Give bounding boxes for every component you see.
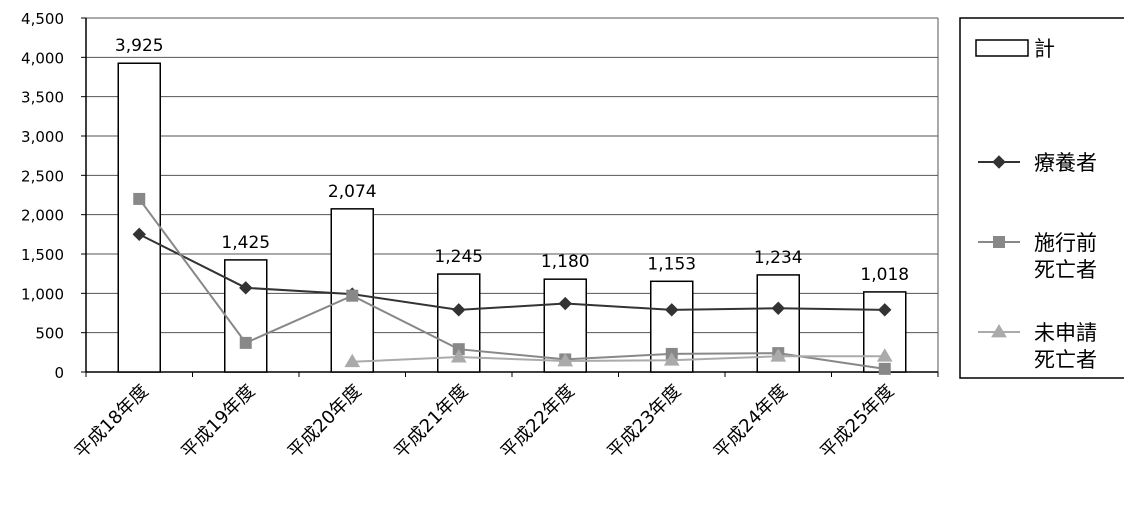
x-category-label: 平成25年度: [816, 381, 898, 463]
bar-data-label: 2,074: [328, 182, 377, 202]
legend-marker: [991, 324, 1007, 338]
legend-label-line: 死亡者: [1034, 258, 1097, 282]
bar-data-label: 1,425: [221, 233, 270, 253]
x-category-label: 平成24年度: [710, 381, 792, 463]
bar-data-label: 1,245: [434, 247, 483, 267]
bar-data-label: 1,018: [860, 265, 909, 285]
series-2-point: [346, 289, 359, 302]
y-tick-label: 4,000: [21, 49, 64, 67]
series-3-point: [663, 352, 680, 366]
bar-4: [437, 273, 481, 373]
y-tick-label: 1,500: [21, 246, 64, 264]
y-tick-label: 1,000: [21, 285, 64, 303]
series-1-point: [878, 303, 892, 317]
series-line-2: [138, 198, 885, 370]
bar-data-label: 3,925: [115, 36, 164, 56]
series-1-point: [558, 296, 572, 311]
y-tick-label: 4,500: [21, 10, 64, 28]
y-tick-label: 3,500: [21, 89, 64, 107]
series-2-point: [239, 336, 252, 349]
legend-label-line: 療養者: [1034, 151, 1097, 175]
series-3-point: [450, 349, 467, 363]
legend-label: 未申請死亡者: [1034, 321, 1097, 372]
series-1-point: [665, 303, 679, 317]
legend-marker: [992, 155, 1006, 169]
legend-box: [959, 17, 1124, 379]
x-category-label: 平成19年度: [177, 381, 259, 463]
bar-data-label: 1,234: [754, 248, 803, 268]
legend-marker: [993, 236, 1005, 248]
series-line-3: [352, 355, 885, 363]
series-3-point: [557, 353, 574, 367]
y-tick-label: 0: [54, 364, 64, 382]
series-1-point: [771, 301, 785, 315]
legend-label-line: 未申請: [1034, 321, 1097, 345]
x-category-label: 平成20年度: [284, 381, 366, 463]
legend-label: 計: [1034, 37, 1055, 61]
bar-data-label: 1,153: [647, 254, 696, 274]
legend-label-line: 計: [1034, 37, 1055, 61]
legend-label: 施行前死亡者: [1034, 231, 1097, 282]
y-tick-label: 2,500: [21, 167, 64, 185]
bar-2: [224, 259, 268, 373]
series-3-point: [770, 348, 787, 362]
legend-label: 療養者: [1034, 151, 1097, 175]
series-3-point: [876, 348, 893, 362]
series-3-point: [344, 353, 361, 368]
y-tick-label: 2,000: [21, 207, 64, 225]
legend-label-line: 死亡者: [1034, 348, 1097, 372]
series-2-point: [878, 362, 891, 375]
legend-bar-swatch: [975, 39, 1029, 57]
x-category-label: 平成22年度: [497, 381, 579, 463]
series-line-1: [138, 233, 885, 311]
series-1-point: [452, 303, 466, 317]
x-category-label: 平成21年度: [390, 381, 472, 463]
y-tick-label: 3,000: [21, 128, 64, 146]
legend-label-line: 施行前: [1034, 231, 1097, 255]
y-tick-label: 500: [35, 325, 64, 343]
x-category-label: 平成23年度: [603, 381, 685, 463]
x-category-label: 平成18年度: [71, 381, 153, 463]
bar-data-label: 1,180: [541, 252, 590, 272]
series-1-point: [132, 227, 146, 242]
series-1-point: [239, 281, 253, 295]
series-2-point: [133, 192, 146, 205]
